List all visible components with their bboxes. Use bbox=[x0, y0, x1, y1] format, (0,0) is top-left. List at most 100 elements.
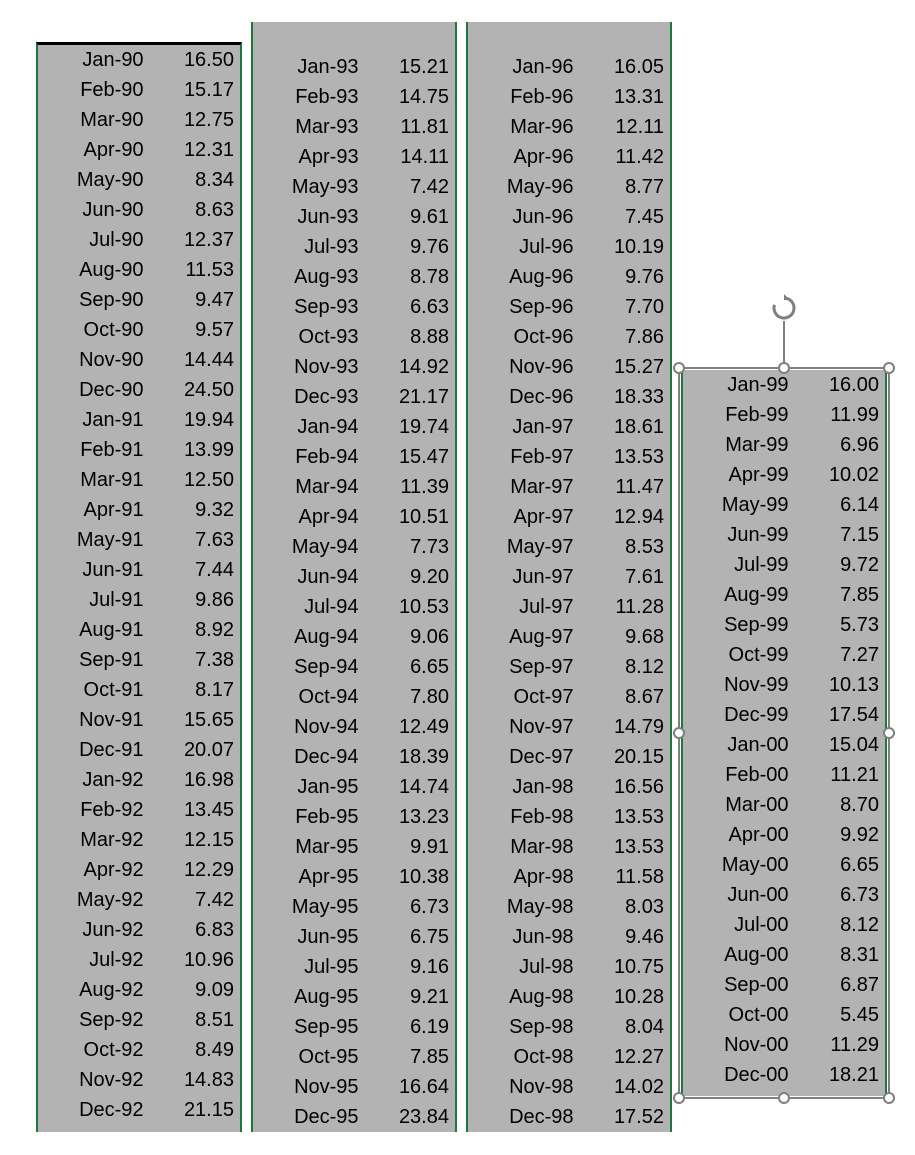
table-row: Jun-917.44 bbox=[38, 555, 240, 585]
value-cell: 5.73 bbox=[795, 610, 885, 640]
month-cell: Dec-00 bbox=[683, 1060, 795, 1090]
canvas: Jan-9016.50Feb-9015.17Mar-9012.75Apr-901… bbox=[0, 0, 915, 1155]
table-row: May-956.73 bbox=[253, 892, 455, 922]
data-table-3[interactable]: Jan-9616.05Feb-9613.31Mar-9612.11Apr-961… bbox=[466, 22, 672, 1132]
month-cell: Sep-92 bbox=[38, 1005, 150, 1035]
table-row: Sep-909.47 bbox=[38, 285, 240, 315]
value-cell: 20.07 bbox=[150, 735, 240, 765]
month-cell: Oct-96 bbox=[468, 322, 580, 352]
table-row: Feb-9415.47 bbox=[253, 442, 455, 472]
resize-handle-bottom-right[interactable] bbox=[883, 1092, 895, 1104]
table-row: May-006.65 bbox=[683, 850, 885, 880]
table-row: Aug-969.76 bbox=[468, 262, 670, 292]
month-cell: Aug-93 bbox=[253, 262, 365, 292]
value-cell: 12.11 bbox=[580, 112, 670, 142]
month-cell: Apr-96 bbox=[468, 142, 580, 172]
month-cell: Nov-99 bbox=[683, 670, 795, 700]
month-cell: Aug-95 bbox=[253, 982, 365, 1012]
value-cell: 9.57 bbox=[150, 315, 240, 345]
month-cell: Jul-91 bbox=[38, 585, 150, 615]
table-row: Nov-9314.92 bbox=[253, 352, 455, 382]
value-cell: 9.47 bbox=[150, 285, 240, 315]
value-cell: 13.53 bbox=[580, 802, 670, 832]
month-cell: May-94 bbox=[253, 532, 365, 562]
value-cell: 16.56 bbox=[580, 772, 670, 802]
table-row: Jun-926.83 bbox=[38, 915, 240, 945]
table-row: Oct-957.85 bbox=[253, 1042, 455, 1072]
table-row: Aug-9810.28 bbox=[468, 982, 670, 1012]
resize-handle-top-middle[interactable] bbox=[778, 362, 790, 374]
value-cell: 6.65 bbox=[365, 652, 455, 682]
month-cell: Aug-94 bbox=[253, 622, 365, 652]
value-cell: 11.99 bbox=[795, 400, 885, 430]
table-row: Sep-006.87 bbox=[683, 970, 885, 1000]
table-row: Jan-9916.00 bbox=[683, 370, 885, 400]
month-cell: Feb-98 bbox=[468, 802, 580, 832]
table-row: May-968.77 bbox=[468, 172, 670, 202]
value-cell: 16.05 bbox=[580, 52, 670, 82]
table-row: May-908.34 bbox=[38, 165, 240, 195]
month-cell: Jan-93 bbox=[253, 52, 365, 82]
value-cell: 11.58 bbox=[580, 862, 670, 892]
table-row: Feb-9015.17 bbox=[38, 75, 240, 105]
value-cell: 11.21 bbox=[795, 760, 885, 790]
table-row: Nov-9615.27 bbox=[468, 352, 670, 382]
table-row: Mar-9612.11 bbox=[468, 112, 670, 142]
value-cell: 14.75 bbox=[365, 82, 455, 112]
value-cell: 10.51 bbox=[365, 502, 455, 532]
value-cell: 23.84 bbox=[365, 1102, 455, 1132]
rotation-stem bbox=[783, 321, 785, 363]
month-cell: Aug-96 bbox=[468, 262, 580, 292]
value-cell: 9.21 bbox=[365, 982, 455, 1012]
value-cell: 9.76 bbox=[580, 262, 670, 292]
month-cell: May-99 bbox=[683, 490, 795, 520]
table-row: Oct-909.57 bbox=[38, 315, 240, 345]
month-cell: Sep-00 bbox=[683, 970, 795, 1000]
resize-handle-top-right[interactable] bbox=[883, 362, 895, 374]
value-cell: 13.53 bbox=[580, 832, 670, 862]
month-cell: Jan-94 bbox=[253, 412, 365, 442]
value-cell: 13.31 bbox=[580, 82, 670, 112]
resize-handle-middle-left[interactable] bbox=[673, 727, 685, 739]
month-cell: Feb-95 bbox=[253, 802, 365, 832]
data-table-1[interactable]: Jan-9016.50Feb-9015.17Mar-9012.75Apr-901… bbox=[36, 42, 242, 1132]
value-cell: 7.86 bbox=[580, 322, 670, 352]
table-row: Jan-9514.74 bbox=[253, 772, 455, 802]
value-cell: 9.92 bbox=[795, 820, 885, 850]
resize-handle-top-left[interactable] bbox=[673, 362, 685, 374]
table-row: Aug-949.06 bbox=[253, 622, 455, 652]
value-cell: 17.52 bbox=[580, 1102, 670, 1132]
table-row: Apr-9012.31 bbox=[38, 135, 240, 165]
table-row: May-988.03 bbox=[468, 892, 670, 922]
table-row: Jan-0015.04 bbox=[683, 730, 885, 760]
month-cell: Jun-00 bbox=[683, 880, 795, 910]
value-cell: 19.74 bbox=[365, 412, 455, 442]
month-cell: Jun-96 bbox=[468, 202, 580, 232]
value-cell: 9.09 bbox=[150, 975, 240, 1005]
value-cell: 7.73 bbox=[365, 532, 455, 562]
resize-handle-bottom-middle[interactable] bbox=[778, 1092, 790, 1104]
table-row: Mar-959.91 bbox=[253, 832, 455, 862]
data-table-2[interactable]: Jan-9315.21Feb-9314.75Mar-9311.81Apr-931… bbox=[251, 22, 457, 1132]
value-cell: 15.47 bbox=[365, 442, 455, 472]
month-cell: Dec-98 bbox=[468, 1102, 580, 1132]
value-cell: 8.51 bbox=[150, 1005, 240, 1035]
value-cell: 19.94 bbox=[150, 405, 240, 435]
month-cell: Mar-95 bbox=[253, 832, 365, 862]
value-cell: 8.17 bbox=[150, 675, 240, 705]
value-cell: 8.88 bbox=[365, 322, 455, 352]
resize-handle-middle-right[interactable] bbox=[883, 727, 895, 739]
month-cell: Oct-93 bbox=[253, 322, 365, 352]
value-cell: 8.77 bbox=[580, 172, 670, 202]
rotation-handle[interactable] bbox=[770, 294, 798, 322]
month-cell: Dec-92 bbox=[38, 1095, 150, 1125]
month-cell: Jul-94 bbox=[253, 592, 365, 622]
value-cell: 14.02 bbox=[580, 1072, 670, 1102]
data-table-4[interactable]: Jan-9916.00Feb-9911.99Mar-996.96Apr-9910… bbox=[681, 370, 887, 1096]
month-cell: Jun-98 bbox=[468, 922, 580, 952]
value-cell: 20.15 bbox=[580, 742, 670, 772]
value-cell: 16.00 bbox=[795, 370, 885, 400]
table-row: Nov-9115.65 bbox=[38, 705, 240, 735]
month-cell: Feb-99 bbox=[683, 400, 795, 430]
resize-handle-bottom-left[interactable] bbox=[673, 1092, 685, 1104]
